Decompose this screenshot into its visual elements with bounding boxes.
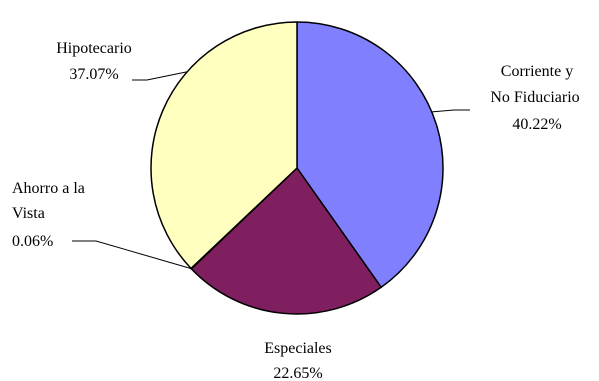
label-especiales: Especiales 22.65%	[264, 340, 332, 381]
leader-lines	[72, 71, 470, 270]
slice-percent-especiales: 22.65%	[273, 365, 322, 381]
slice-label-especiales: Especiales	[264, 340, 332, 357]
slice-label-corriente-line2: No Fiduciario	[490, 89, 579, 106]
label-ahorro-vista: Ahorro a la Vista 0.06%	[12, 180, 85, 250]
leader-line-corriente	[431, 109, 470, 113]
slice-especiales	[190, 167, 382, 315]
slice-percent-hipotecario: 37.07%	[69, 66, 118, 83]
leader-line-ahorro	[72, 240, 192, 270]
leader-line-hipotecario	[132, 71, 188, 81]
slice-label-hipotecario: Hipotecario	[56, 40, 132, 57]
slice-percent-ahorro: 0.06%	[12, 233, 53, 250]
slice-label-ahorro-line1: Ahorro a la	[12, 180, 85, 197]
pie-slices	[150, 21, 444, 315]
slice-label-corriente-line1: Corriente y	[501, 63, 573, 80]
slice-corriente-no-fiduciario	[296, 21, 444, 289]
label-corriente-no-fiduciario: Corriente y No Fiduciario 40.22%	[490, 63, 579, 133]
slice-label-ahorro-line2: Vista	[12, 205, 45, 222]
slice-hipotecario	[150, 21, 298, 270]
slice-percent-corriente: 40.22%	[512, 116, 561, 133]
label-hipotecario: Hipotecario 37.07%	[56, 40, 132, 83]
